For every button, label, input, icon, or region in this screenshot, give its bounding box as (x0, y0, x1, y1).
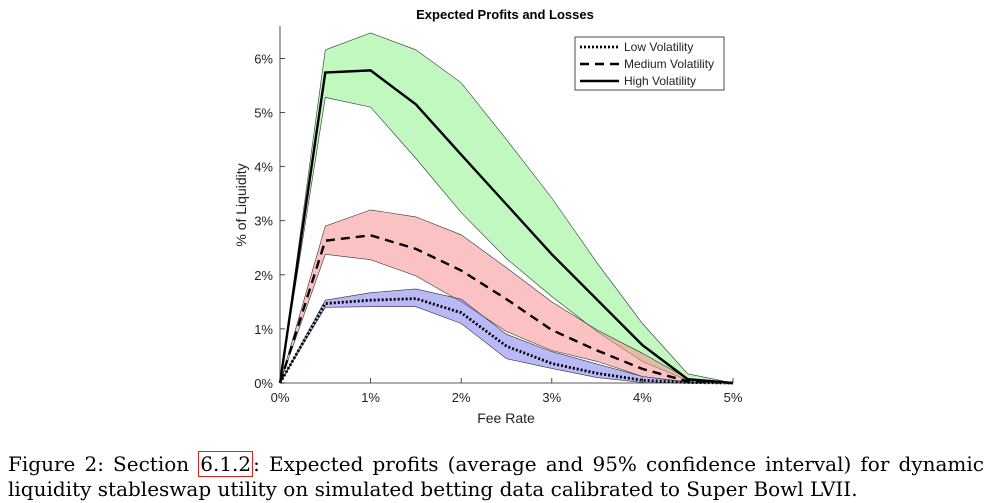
x-tick-label: 2% (452, 390, 471, 405)
series-line-0 (278, 297, 734, 385)
legend: Low Volatility Medium Volatility High Vola… (574, 36, 725, 91)
series-line-2 (278, 69, 734, 385)
x-axis-label: Fee Rate (477, 410, 535, 426)
x-tick-label: 5% (724, 390, 743, 405)
legend-label-0: Low Volatility (624, 40, 693, 54)
x-tick-label: 0% (271, 390, 290, 405)
y-tick-label: 2% (254, 268, 273, 283)
legend-label-1: Medium Volatility (624, 57, 714, 71)
caption-prefix: Figure 2: Section (8, 452, 199, 476)
figure-caption: Figure 2: Section 6.1.2: Expected profit… (8, 451, 984, 502)
legend-label-2: High Volatility (624, 74, 696, 88)
y-tick-label: 0% (254, 376, 273, 391)
series-line-1 (278, 234, 734, 385)
y-axis-label: % of Liquidity (233, 163, 249, 246)
chart-title: Expected Profits and Losses (416, 7, 594, 22)
y-tick-label: 5% (254, 106, 273, 121)
x-tick-label: 3% (542, 390, 561, 405)
section-reference-link[interactable]: 6.1.2 (198, 451, 254, 477)
chart: Expected Profits and Losses 0% 1% 2% 3% 4% 5%… (233, 7, 743, 426)
x-tick-label: 1% (361, 390, 380, 405)
series-lines (278, 69, 734, 385)
y-tick-label: 4% (254, 160, 273, 175)
y-tick-label: 3% (254, 214, 273, 229)
y-tick-label: 1% (254, 322, 273, 337)
y-tick-label: 6% (254, 51, 273, 66)
axes: 0% 1% 2% 3% 4% 5% 0% 1% 2% 3% 4% 5% 6% (254, 26, 743, 405)
caption-text: : Expected profits (average and 95% conf… (8, 452, 984, 501)
x-tick-label: 4% (633, 390, 652, 405)
